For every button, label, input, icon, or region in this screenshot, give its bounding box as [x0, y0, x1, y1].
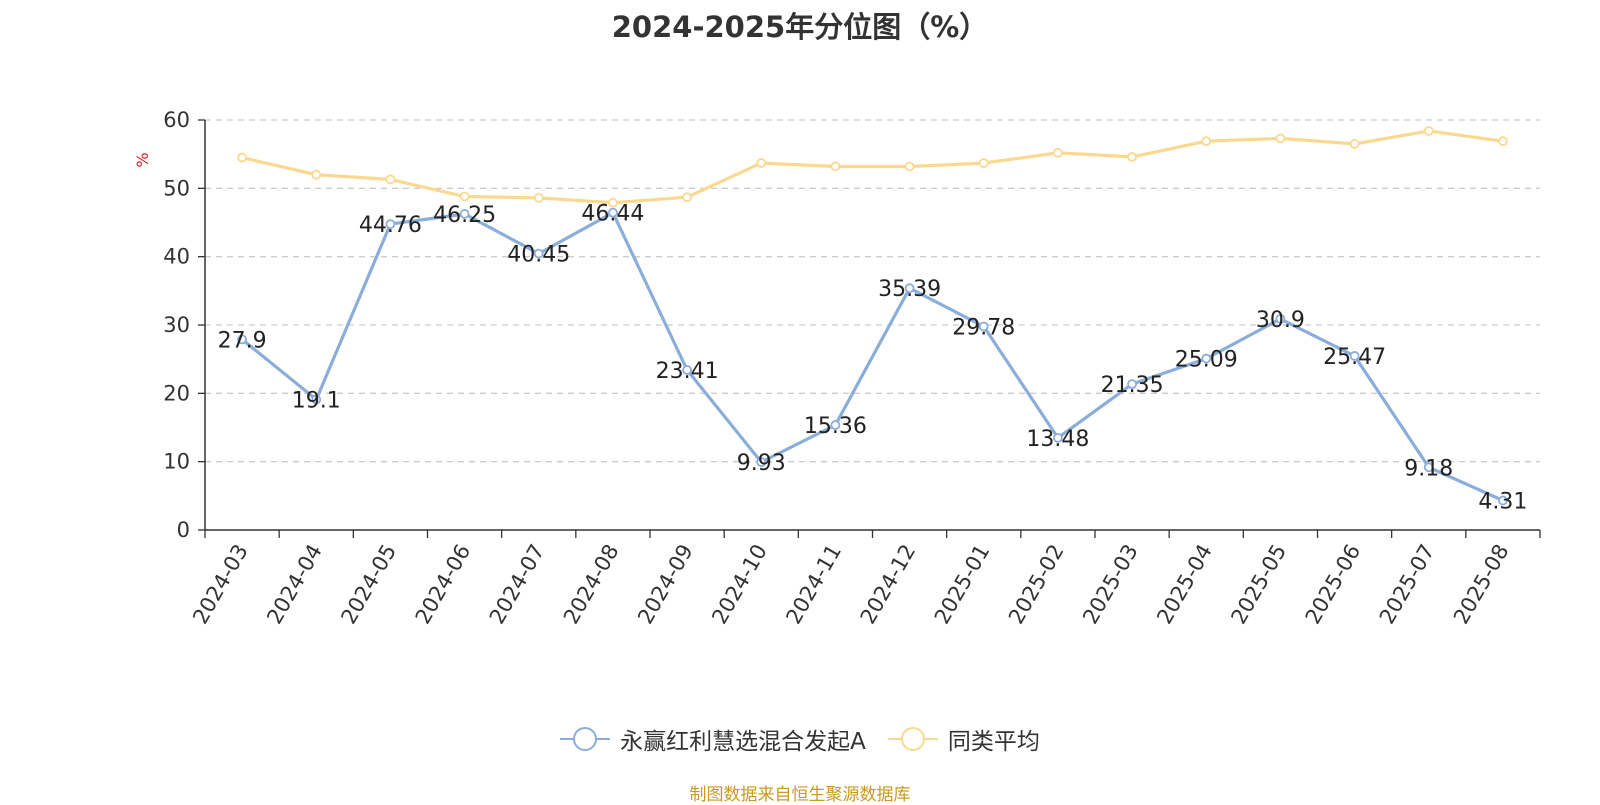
x-tick-label: 2024-06	[411, 540, 476, 628]
data-label: 27.9	[218, 328, 267, 353]
x-tick-label: 2024-12	[856, 540, 921, 628]
x-tick-label: 2025-04	[1152, 540, 1217, 628]
data-label: 25.09	[1175, 348, 1238, 373]
x-tick-label: 2024-11	[781, 540, 846, 628]
x-tick-label: 2025-05	[1226, 540, 1291, 628]
y-axis-unit-label: %	[133, 152, 152, 167]
data-point	[1053, 147, 1063, 158]
data-label: 46.44	[581, 202, 644, 227]
legend: 永赢红利慧选混合发起A 同类平均	[0, 722, 1600, 756]
data-point	[459, 191, 470, 202]
data-point	[1275, 133, 1286, 144]
data-point	[1349, 351, 1360, 361]
y-tick-label: 60	[163, 108, 190, 132]
y-tick-label: 20	[163, 381, 190, 405]
data-point	[682, 192, 692, 203]
data-point	[756, 457, 767, 468]
data-point	[385, 219, 396, 230]
x-tick-label: 2025-02	[1004, 540, 1069, 628]
data-point	[904, 161, 915, 172]
data-point	[1201, 136, 1212, 147]
data-label: 9.18	[1404, 456, 1453, 481]
data-point	[237, 152, 247, 163]
legend-item-series-2[interactable]: 同类平均	[887, 722, 1040, 756]
data-point	[978, 158, 989, 168]
data-point	[1201, 353, 1212, 364]
x-tick-label: 2024-04	[262, 540, 327, 628]
data-point	[1498, 495, 1508, 506]
data-point	[1275, 313, 1286, 324]
data-label: 23.41	[656, 359, 719, 384]
x-tick-label: 2025-01	[930, 540, 995, 628]
x-tick-label: 2024-03	[188, 540, 253, 628]
x-tick-label: 2024-05	[336, 540, 401, 628]
data-label: 21.35	[1101, 373, 1164, 398]
data-point	[608, 207, 618, 218]
data-point	[1498, 136, 1508, 147]
legend-circle-icon	[560, 727, 611, 751]
data-label: 9.93	[737, 451, 786, 476]
data-label: 40.45	[507, 243, 570, 268]
data-point	[1423, 462, 1434, 473]
data-point	[1127, 151, 1137, 162]
data-point	[237, 334, 247, 345]
data-point	[978, 321, 989, 332]
legend-label: 同类平均	[947, 729, 1040, 755]
data-label: 15.36	[804, 414, 867, 439]
x-tick-label: 2025-03	[1078, 540, 1143, 628]
y-tick-label: 10	[163, 450, 190, 474]
y-tick-label: 40	[163, 245, 190, 269]
data-point	[756, 158, 767, 168]
x-tick-label: 2024-07	[485, 540, 550, 628]
data-point	[533, 248, 544, 259]
data-label: 46.25	[433, 203, 496, 228]
legend-circle-icon	[887, 727, 938, 751]
x-tick-label: 2025-08	[1449, 540, 1514, 628]
data-point	[311, 394, 322, 405]
data-point	[459, 209, 470, 219]
data-labels: 27.9 19.1 44.76 46.25 40.45 46.44 23.41 9.93 15.…	[218, 202, 1528, 515]
data-point	[608, 197, 618, 208]
series-line-2	[241, 129, 1504, 205]
x-tick-label: 2025-07	[1375, 540, 1440, 628]
data-label: 4.31	[1478, 490, 1527, 515]
data-label: 13.48	[1026, 427, 1089, 452]
data-point	[830, 161, 841, 172]
data-label: 29.78	[952, 316, 1015, 341]
y-tick-label: 30	[163, 313, 190, 337]
x-tick-label: 2024-10	[707, 540, 772, 628]
y-tick-label: 0	[177, 518, 190, 542]
data-label: 30.9	[1256, 308, 1305, 333]
legend-item-series-1[interactable]: 永赢红利慧选混合发起A	[560, 722, 866, 756]
data-point	[1423, 126, 1434, 136]
series-line-1	[241, 211, 1504, 502]
data-label: 25.47	[1323, 345, 1386, 370]
data-source-note: 制图数据来自恒生聚源数据库	[689, 785, 911, 805]
data-point	[1349, 139, 1360, 149]
chart-title: 2024-2025年分位图（%）	[611, 10, 989, 44]
x-tick-label: 2025-06	[1301, 540, 1366, 628]
data-point	[533, 192, 544, 203]
data-label: 35.39	[878, 277, 941, 302]
data-point	[830, 420, 841, 430]
x-tick-label: 2024-09	[633, 540, 698, 628]
series-layer	[237, 126, 1508, 506]
data-label: 19.1	[292, 388, 341, 413]
data-point	[1127, 379, 1137, 390]
data-point	[682, 365, 692, 375]
x-tick-label: 2024-08	[559, 540, 624, 628]
data-point	[904, 283, 915, 294]
data-point	[385, 174, 396, 185]
legend-label: 永赢红利慧选混合发起A	[620, 729, 866, 755]
data-label: 44.76	[359, 213, 422, 238]
data-point	[311, 169, 322, 180]
data-point	[1053, 432, 1063, 443]
y-tick-label: 50	[163, 176, 190, 200]
grid-lines	[205, 119, 1540, 463]
